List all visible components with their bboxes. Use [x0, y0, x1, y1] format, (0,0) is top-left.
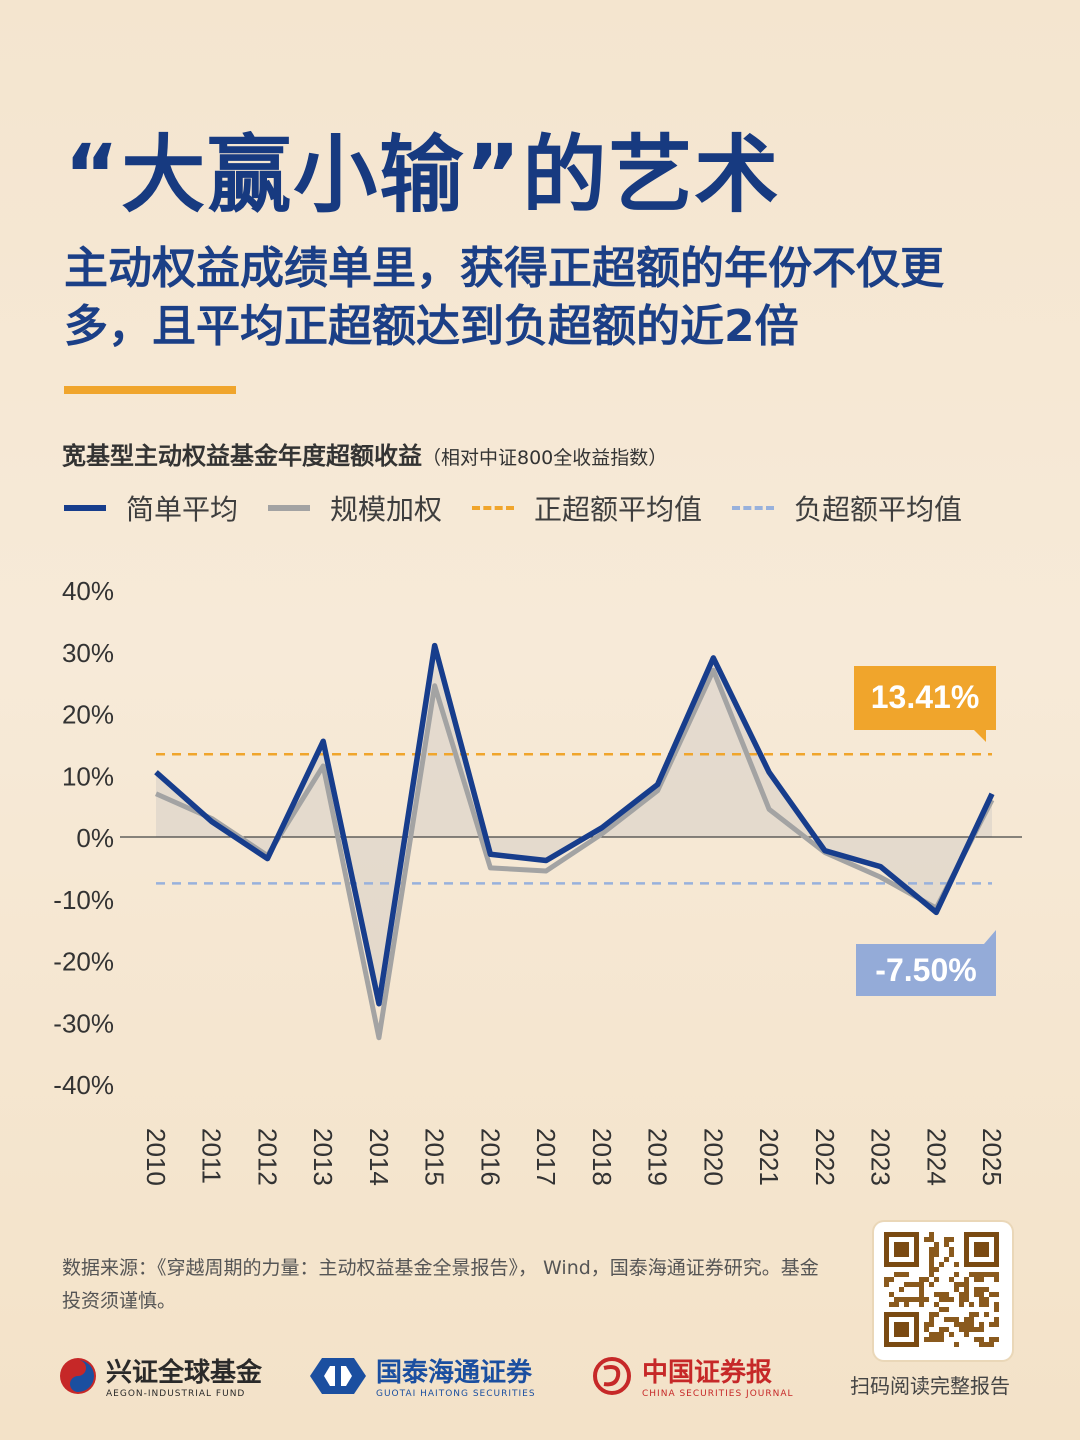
legend-swatch-simple-average	[64, 505, 106, 511]
page-title: “大赢小输”的艺术	[64, 126, 781, 224]
x-tick-label: 2014	[364, 1128, 394, 1186]
y-axis: 40% 30% 20% 10% 0% -10% -20% -30% -40%	[53, 576, 114, 1100]
x-tick-label: 2025	[977, 1128, 1007, 1186]
excess-return-chart: 40%30%20%10%0%-10%-20%-30%-40% 2010 2011 2…	[53, 576, 1022, 1186]
x-tick-label: 2024	[921, 1128, 951, 1186]
page-subtitle: 主动权益成绩单里，获得正超额的年份不仅更多，且平均正超额达到负超额的近2倍	[64, 243, 944, 352]
logo-guotai-en: GUOTAI HAITONG SECURITIES	[376, 1389, 536, 1399]
positive-average-callout: 13.41%	[854, 666, 996, 742]
y-tick-label: -10%	[53, 885, 114, 915]
x-tick-label: 2020	[698, 1128, 728, 1186]
y-tick-label: -40%	[53, 1070, 114, 1100]
china-securities-journal-emblem-icon	[593, 1356, 631, 1395]
x-tick-label: 2023	[866, 1128, 896, 1186]
y-tick-label: 40%	[62, 576, 114, 606]
legend-label-simple-average: 简单平均	[126, 493, 239, 526]
series-line-simple-average	[154, 642, 995, 1007]
positive-average-callout-bg	[854, 666, 996, 742]
data-source-note: 数据来源：《穿越周期的力量：主动权益基金全景报告》， Wind，国泰海通证券研究…	[62, 1257, 819, 1312]
legend-item-negative-average: 负超额平均值	[732, 488, 962, 528]
qr-code[interactable]	[874, 1222, 1012, 1360]
x-tick-label: 2010	[141, 1128, 171, 1186]
accent-bar	[64, 386, 236, 394]
series-line-scale-weighted	[154, 667, 995, 1041]
negative-average-callout-bg	[856, 930, 996, 996]
x-tick-label: 2017	[531, 1128, 561, 1186]
qr-caption: 扫码阅读完整报告	[850, 1374, 1010, 1398]
legend-item-positive-average: 正超额平均值	[472, 488, 702, 528]
guotai-haitong-emblem-icon	[310, 1357, 366, 1394]
legend-swatch-scale-weighted	[268, 505, 311, 511]
negative-average-callout: -7.50%	[856, 930, 996, 996]
positive-average-label: 13.41%	[871, 679, 980, 715]
x-axis: 2010 2011 2012 2013 2014 2015 2016 2017 2018 2019…	[141, 1128, 1007, 1186]
x-tick-label: 2015	[420, 1128, 450, 1186]
x-tick-label: 2013	[308, 1128, 338, 1186]
legend-swatch-negative-average	[732, 506, 775, 510]
qr-code-icon	[884, 1232, 999, 1347]
x-tick-label: 2012	[252, 1128, 282, 1186]
logo-guotai-cn: 国泰海通证券	[376, 1358, 533, 1388]
x-tick-label: 2021	[754, 1128, 784, 1186]
aegon-industrial-emblem-icon	[60, 1357, 96, 1394]
chart-title-main: 宽基型主动权益基金年度超额收益	[62, 442, 422, 470]
legend-label-scale-weighted: 规模加权	[330, 493, 443, 526]
y-tick-label: -30%	[53, 1008, 114, 1038]
negative-average-label: -7.50%	[875, 952, 976, 988]
logo-china-securities-journal: 中国证券报 CHINA SECURITIES JOURNAL	[590, 1352, 794, 1399]
chart-title-note: （相对中证800全收益指数）	[422, 447, 668, 469]
x-tick-label: 2018	[587, 1128, 617, 1186]
y-tick-label: 10%	[62, 761, 114, 791]
chart-title: 宽基型主动权益基金年度超额收益（相对中证800全收益指数）	[62, 436, 667, 471]
logo-guotai-haitong: 国泰海通证券 GUOTAI HAITONG SECURITIES	[308, 1352, 536, 1399]
logo-csj-en: CHINA SECURITIES JOURNAL	[642, 1389, 794, 1399]
y-tick-label: 20%	[62, 700, 114, 730]
legend-label-positive-average: 正超额平均值	[534, 493, 703, 526]
logo-aegon-cn: 兴证全球基金	[106, 1358, 263, 1388]
logo-csj-cn: 中国证券报	[642, 1358, 773, 1388]
y-tick-label: -20%	[53, 947, 114, 977]
legend-label-negative-average: 负超额平均值	[794, 493, 963, 526]
area-fill	[156, 645, 992, 1004]
chart-legend: 简单平均 规模加权 正超额平均值 负超额平均值	[64, 488, 992, 528]
x-tick-label: 2022	[810, 1128, 840, 1186]
logo-aegon-en: AEGON-INDUSTRIAL FUND	[106, 1389, 246, 1399]
logo-aegon-industrial: 兴证全球基金 AEGON-INDUSTRIAL FUND	[58, 1352, 262, 1399]
y-tick-label: 0%	[76, 823, 114, 853]
y-tick-label: 30%	[62, 638, 114, 668]
x-tick-label: 2016	[475, 1128, 505, 1186]
legend-swatch-positive-average	[472, 506, 515, 510]
x-tick-label: 2019	[643, 1128, 673, 1186]
x-tick-label: 2011	[197, 1128, 227, 1184]
legend-item-scale-weighted: 规模加权	[268, 488, 442, 528]
legend-item-simple-average: 简单平均	[64, 488, 238, 528]
